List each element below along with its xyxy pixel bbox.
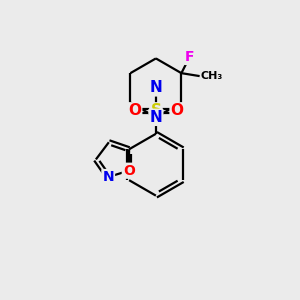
- Text: CH₃: CH₃: [200, 71, 223, 81]
- Text: N: N: [149, 80, 162, 95]
- Text: O: O: [171, 103, 184, 118]
- Text: F: F: [185, 50, 194, 64]
- Text: O: O: [123, 164, 135, 178]
- Text: S: S: [150, 103, 161, 118]
- Text: O: O: [128, 103, 141, 118]
- Text: N: N: [149, 110, 162, 125]
- Text: N: N: [102, 170, 114, 184]
